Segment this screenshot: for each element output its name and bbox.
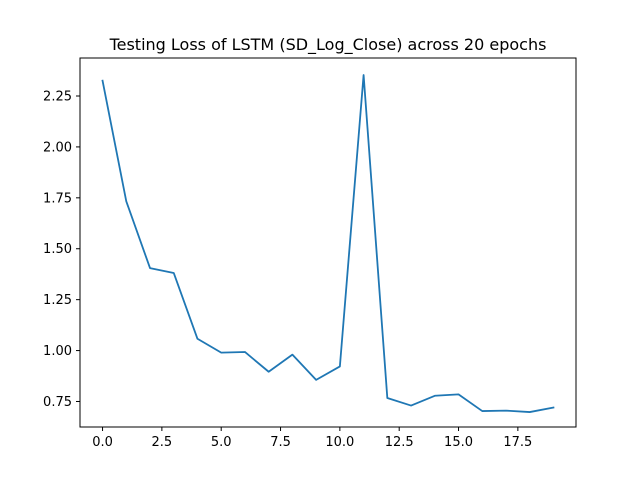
x-tick-label: 10.0 — [325, 435, 354, 450]
y-tick-label: 2.25 — [43, 90, 72, 105]
plot-frame — [79, 57, 577, 428]
x-tick-label: 12.5 — [385, 435, 414, 450]
series-line — [101, 74, 555, 413]
series-layer — [101, 74, 555, 413]
x-tick-label: 15.0 — [444, 435, 473, 450]
y-tick-label: 0.75 — [43, 395, 72, 410]
y-tick-label: 1.75 — [43, 191, 72, 206]
y-tick-label: 1.00 — [43, 344, 72, 359]
y-axis: 0.75 1.00 1.25 1.50 1.75 2.00 2.25 — [43, 90, 80, 410]
y-tick-label: 2.00 — [43, 140, 72, 155]
y-tick-label: 1.50 — [43, 242, 72, 257]
x-tick-label: 7.5 — [270, 435, 291, 450]
y-tick-label: 1.25 — [43, 293, 72, 308]
x-tick-label: 5.0 — [211, 435, 232, 450]
x-tick-label: 0.0 — [92, 435, 113, 450]
x-axis: 0.0 2.5 5.0 7.5 10.0 12.5 15.0 17.5 — [92, 427, 532, 450]
chart-title: Testing Loss of LSTM (SD_Log_Close) acro… — [109, 35, 547, 55]
x-tick-label: 17.5 — [503, 435, 532, 450]
x-tick-label: 2.5 — [152, 435, 173, 450]
